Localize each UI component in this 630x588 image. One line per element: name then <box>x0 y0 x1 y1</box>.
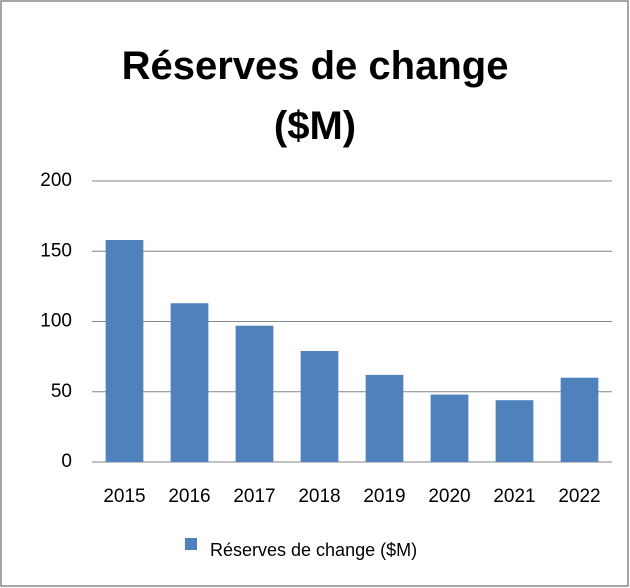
x-tick-label: 2022 <box>558 486 600 507</box>
y-tick-label: 0 <box>61 451 72 472</box>
bar <box>300 351 339 462</box>
y-tick-label: 100 <box>40 311 72 332</box>
bar <box>365 374 404 462</box>
y-tick-label: 200 <box>40 170 72 191</box>
legend-swatch <box>185 538 197 550</box>
bar <box>105 240 144 462</box>
bar <box>495 400 534 462</box>
x-tick-label: 2018 <box>298 486 340 507</box>
chart-title: Réserves de change ($M) <box>121 44 509 148</box>
y-tick-label: 50 <box>51 381 72 402</box>
legend-label: Réserves de change ($M) <box>210 540 417 560</box>
bar <box>170 303 209 462</box>
x-tick-label: 2020 <box>428 486 470 507</box>
x-tick-label: 2015 <box>103 486 145 507</box>
bar <box>560 377 599 462</box>
x-tick-label: 2017 <box>233 486 275 507</box>
x-tick-label: 2019 <box>363 486 405 507</box>
y-tick-label: 150 <box>40 240 72 261</box>
x-tick-label: 2021 <box>493 486 535 507</box>
bar <box>235 325 274 462</box>
x-tick-label: 2016 <box>168 486 210 507</box>
bar <box>430 394 469 462</box>
